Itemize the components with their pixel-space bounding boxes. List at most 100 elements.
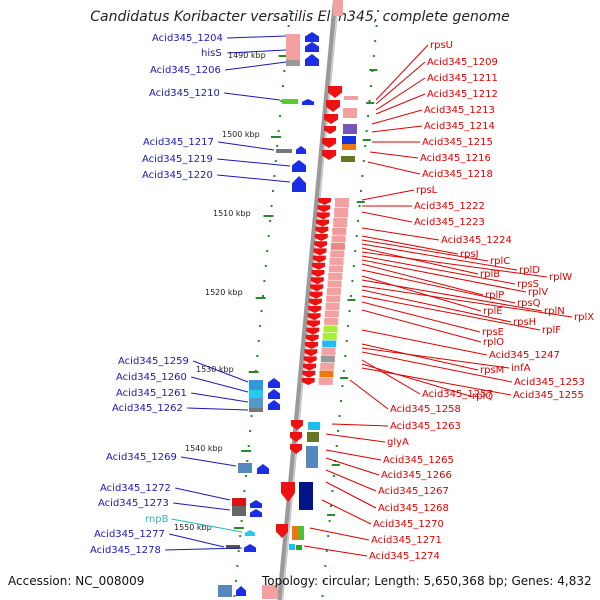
track-dot-right	[341, 385, 344, 387]
gene-label-right: Acid345_1224	[441, 235, 512, 246]
track-dot-left	[271, 190, 274, 192]
ribosomal-gene-arrow	[316, 212, 330, 220]
leader-line-right	[361, 279, 543, 312]
track-dot-left	[259, 325, 262, 327]
gene-block-1274b	[296, 545, 302, 550]
leader-line-right	[361, 247, 479, 275]
gene-arrow-1263	[291, 420, 303, 430]
scale-label: 1510 kbp	[213, 209, 251, 218]
gene-arrow-1219	[292, 160, 306, 172]
gene-block-1211	[343, 108, 357, 118]
ribosomal-gene-block	[331, 235, 346, 243]
ribosomal-gene-arrow	[317, 205, 331, 213]
track-dot-left	[247, 445, 250, 447]
gene-arrow-1217	[296, 146, 306, 154]
gene-block-1216	[341, 156, 355, 162]
ribosomal-gene-arrow	[318, 198, 331, 205]
leader-line-left	[218, 141, 275, 151]
leader-line-right	[375, 61, 426, 105]
track-dot-left	[233, 595, 236, 597]
ribosomal-gene-arrow	[303, 363, 317, 371]
leader-line-right	[361, 363, 471, 397]
ribosomal-gene-arrow	[312, 255, 326, 263]
gene-block-1271	[298, 526, 304, 540]
gene-block-1277	[226, 545, 240, 549]
gene-label-left: Acid345_1277	[94, 529, 165, 540]
leader-line-right	[325, 457, 380, 476]
gene-label-right: Acid345_1209	[427, 57, 498, 68]
gene-label-right: Acid345_1266	[381, 470, 452, 481]
leader-line-left	[227, 49, 287, 54]
ribosomal-gene-arrow	[315, 226, 329, 234]
track-dot-right	[355, 235, 358, 237]
gene-arrow-1211	[326, 100, 340, 112]
track-dot-left	[261, 295, 264, 297]
gene-label-left: hisS	[201, 48, 222, 59]
gene-label-left: Acid345_1204	[152, 33, 223, 44]
ribosomal-gene-arrow	[307, 313, 321, 321]
ribosomal-gene-block	[322, 340, 337, 348]
track-dot-left	[274, 160, 277, 162]
leader-line-right	[303, 545, 368, 557]
track-dot-left	[283, 70, 286, 72]
track-dot-right	[348, 310, 351, 312]
gene-label-left: Acid345_1206	[150, 65, 221, 76]
gene-label-right: Acid345_1216	[420, 153, 491, 164]
ribosomal-gene-block	[330, 243, 345, 250]
gene-arrow-1212	[324, 114, 338, 124]
ribosomal-gene-arrow	[308, 306, 322, 313]
ribosomal-gene-block	[333, 218, 348, 228]
gene-label-right: Acid345_1274	[369, 551, 440, 562]
ribosomal-gene-arrow	[306, 320, 320, 328]
track-dot-right	[342, 370, 345, 372]
track-dot-right	[322, 580, 325, 582]
track-dot-right	[335, 445, 338, 447]
track-dot-left	[279, 115, 282, 117]
leader-line-right	[361, 295, 541, 331]
gene-label-right: Acid345_1214	[424, 121, 495, 132]
leader-line-left	[171, 518, 243, 533]
gene-label-right: rpsQ	[517, 298, 541, 309]
leader-line-left	[187, 407, 249, 411]
ribosomal-gene-arrow	[310, 284, 324, 292]
track-dot-left	[246, 460, 249, 462]
leader-line-right	[361, 235, 459, 255]
gene-label-right: Acid345_1267	[378, 486, 449, 497]
gene-label-right: rplN	[544, 306, 565, 317]
ribosomal-gene-block	[318, 378, 333, 385]
gene-label-left: Acid345_1269	[106, 452, 177, 463]
track-dot-left	[239, 535, 242, 537]
leader-line-left	[193, 360, 249, 383]
gene-label-right: Acid345_1213	[424, 105, 495, 116]
track-dot-right	[375, 25, 378, 27]
ribosomal-gene-arrow	[310, 277, 324, 285]
gene-label-right: rpsM	[480, 365, 504, 376]
track-dot-left	[270, 205, 273, 207]
leader-line-right	[375, 77, 426, 111]
track-dot-left	[280, 100, 283, 102]
track-dot-right	[321, 595, 324, 597]
gene-arrow-1210	[302, 99, 314, 105]
gene-label-right: rplV	[528, 287, 548, 298]
gene-block-1215	[342, 144, 356, 150]
gene-arrow-1278	[244, 544, 256, 552]
gene-label-right: Acid345_1212	[427, 89, 498, 100]
leader-line-right	[321, 499, 372, 525]
ribosomal-gene-arrow	[305, 334, 319, 342]
ribosomal-gene-block	[319, 370, 334, 378]
track-dot-right	[347, 325, 350, 327]
leader-line-right	[371, 109, 423, 125]
gene-label-right: Acid345_1268	[378, 503, 449, 514]
gene-label-right: Acid345_1258	[390, 404, 461, 415]
ribosomal-gene-block	[323, 325, 338, 333]
gene-label-left: rnpB	[145, 514, 169, 525]
leader-line-right	[361, 255, 516, 285]
gene-label-left: Acid345_1261	[116, 388, 187, 399]
track-dot-left	[266, 250, 269, 252]
topology-label: Topology: circular; Length: 5,650,368 bp…	[262, 574, 592, 588]
gene-arrow-1215	[322, 138, 336, 148]
gene-label-right: rpsH	[513, 317, 536, 328]
gene-arrow-1260	[268, 389, 280, 399]
gene-label-left: Acid345_1220	[142, 170, 213, 181]
track-dot-right	[345, 340, 348, 342]
